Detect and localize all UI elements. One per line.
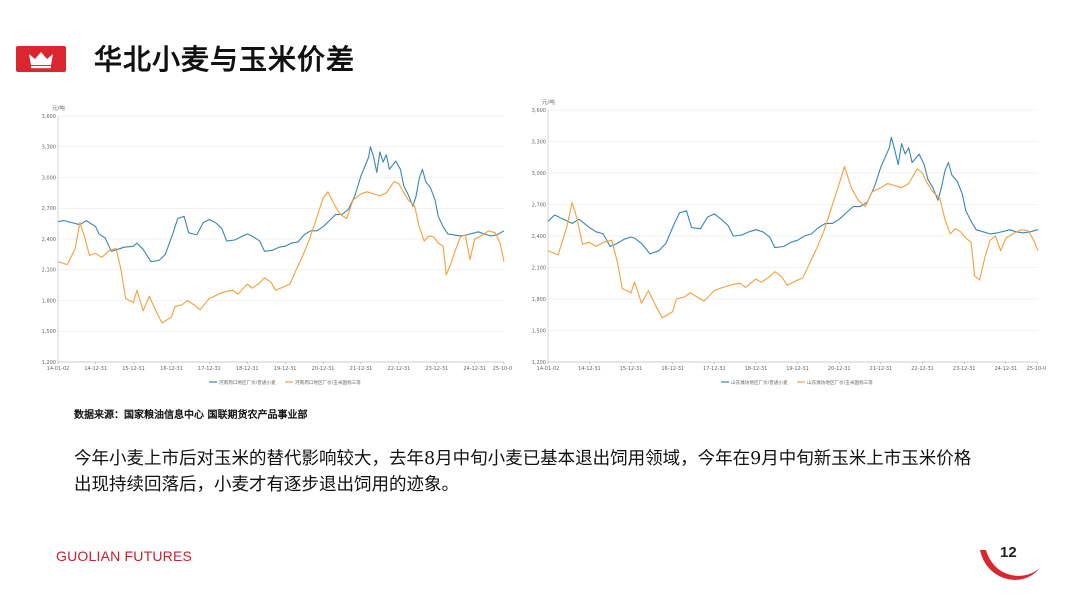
x-tick-label: 16-12-31 — [160, 366, 183, 372]
y-tick-label: 1,200 — [532, 360, 546, 366]
x-tick-label: 15-12-31 — [122, 366, 145, 372]
chart-henan-svg: 元/吨 1,200 1,500 1,800 2,100 2,400 2,700 3,000 3,… — [42, 104, 512, 386]
chart-shandong: 元/吨 1,200 1,500 1,800 2,100 2,400 2,700 3,000 3,… — [526, 94, 1046, 396]
page-number: 12 — [1000, 544, 1017, 561]
series-line-wheat — [547, 136, 1039, 255]
series-line-corn — [57, 181, 505, 324]
y-tick-label: 3,600 — [532, 108, 546, 114]
legend-label: 山东潍坊地区厂价/玉米国标三等 — [807, 379, 873, 386]
y-tick-label: 3,300 — [42, 145, 56, 151]
x-tick-label: 15-12-31 — [620, 366, 643, 372]
x-tick-label: 25-10-09 — [493, 366, 512, 372]
x-tick-label: 24-12-31 — [463, 366, 486, 372]
y-tick-label: 1,800 — [42, 298, 56, 304]
x-tick-label: 14-12-31 — [84, 366, 107, 372]
chart-shandong-svg: 元/吨 1,200 1,500 1,800 2,100 2,400 2,700 3,000 3,… — [532, 98, 1046, 386]
y-tick-label: 2,100 — [532, 265, 546, 271]
x-tick-label: 21-12-31 — [350, 366, 373, 372]
x-tick-label: 24-12-31 — [994, 366, 1017, 372]
y-tick-label: 2,400 — [42, 237, 56, 243]
legend-label: 河南周口地区厂价/普通小麦 — [219, 379, 276, 386]
series-line-corn — [547, 166, 1039, 319]
series-line-wheat — [57, 146, 505, 263]
y-tick-label: 3,600 — [42, 114, 56, 120]
x-tick-label: 20-12-31 — [828, 366, 851, 372]
y-tick-label: 3,000 — [532, 171, 546, 177]
x-tick-label: 16-12-31 — [661, 366, 684, 372]
legend-label: 河南周口地区厂价/玉米国标三等 — [295, 379, 361, 386]
y-tick-label: 1,500 — [42, 329, 56, 335]
x-tick-label: 22-12-31 — [911, 366, 934, 372]
x-tick-label: 14-12-31 — [578, 366, 601, 372]
page-title: 华北小麦与玉米价差 — [94, 43, 356, 76]
x-tick-label: 17-12-31 — [703, 366, 726, 372]
legend-label: 山东潍坊地区厂价/普通小麦 — [731, 379, 788, 386]
y-tick-label: 2,100 — [42, 268, 56, 274]
x-tick-label: 23-12-31 — [425, 366, 448, 372]
source-note: 数据来源：国家粮油信息中心 国联期货农产品事业部 — [74, 410, 308, 421]
x-tick-label: 19-12-31 — [786, 366, 809, 372]
y-tick-label: 1,500 — [532, 328, 546, 334]
x-tick-label: 23-12-31 — [953, 366, 976, 372]
x-tick-label: 20-12-31 — [312, 366, 335, 372]
brand-name: GUOLIAN FUTURES — [56, 548, 193, 564]
x-tick-label: 25-10-09 — [1027, 366, 1046, 372]
y-tick-label: 1,200 — [42, 360, 56, 366]
y-tick-label: 2,400 — [532, 234, 546, 240]
x-tick-label: 18-12-31 — [745, 366, 768, 372]
y-tick-label: 1,800 — [532, 297, 546, 303]
crown-icon — [16, 46, 66, 72]
y-axis-unit: 元/吨 — [542, 98, 555, 106]
body-paragraph: 今年小麦上市后对玉米的替代影响较大，去年8月中旬小麦已基本退出饲用领域，今年在9… — [74, 449, 972, 495]
chart-henan: 元/吨 1,200 1,500 1,800 2,100 2,400 2,700 3,000 3,… — [36, 100, 512, 396]
x-tick-label: 17-12-31 — [198, 366, 221, 372]
x-tick-label: 19-12-31 — [274, 366, 297, 372]
x-tick-label: 14-01-02 — [47, 366, 70, 372]
x-tick-label: 21-12-31 — [870, 366, 893, 372]
x-tick-label: 18-12-31 — [236, 366, 259, 372]
arc-icon — [980, 550, 1040, 580]
y-axis-unit: 元/吨 — [52, 104, 65, 112]
y-tick-label: 2,700 — [42, 206, 56, 212]
x-tick-label: 14-01-02 — [537, 366, 560, 372]
x-tick-label: 22-12-31 — [388, 366, 411, 372]
y-tick-label: 3,000 — [42, 175, 56, 181]
y-tick-label: 3,300 — [532, 139, 546, 145]
y-tick-label: 2,700 — [532, 202, 546, 208]
